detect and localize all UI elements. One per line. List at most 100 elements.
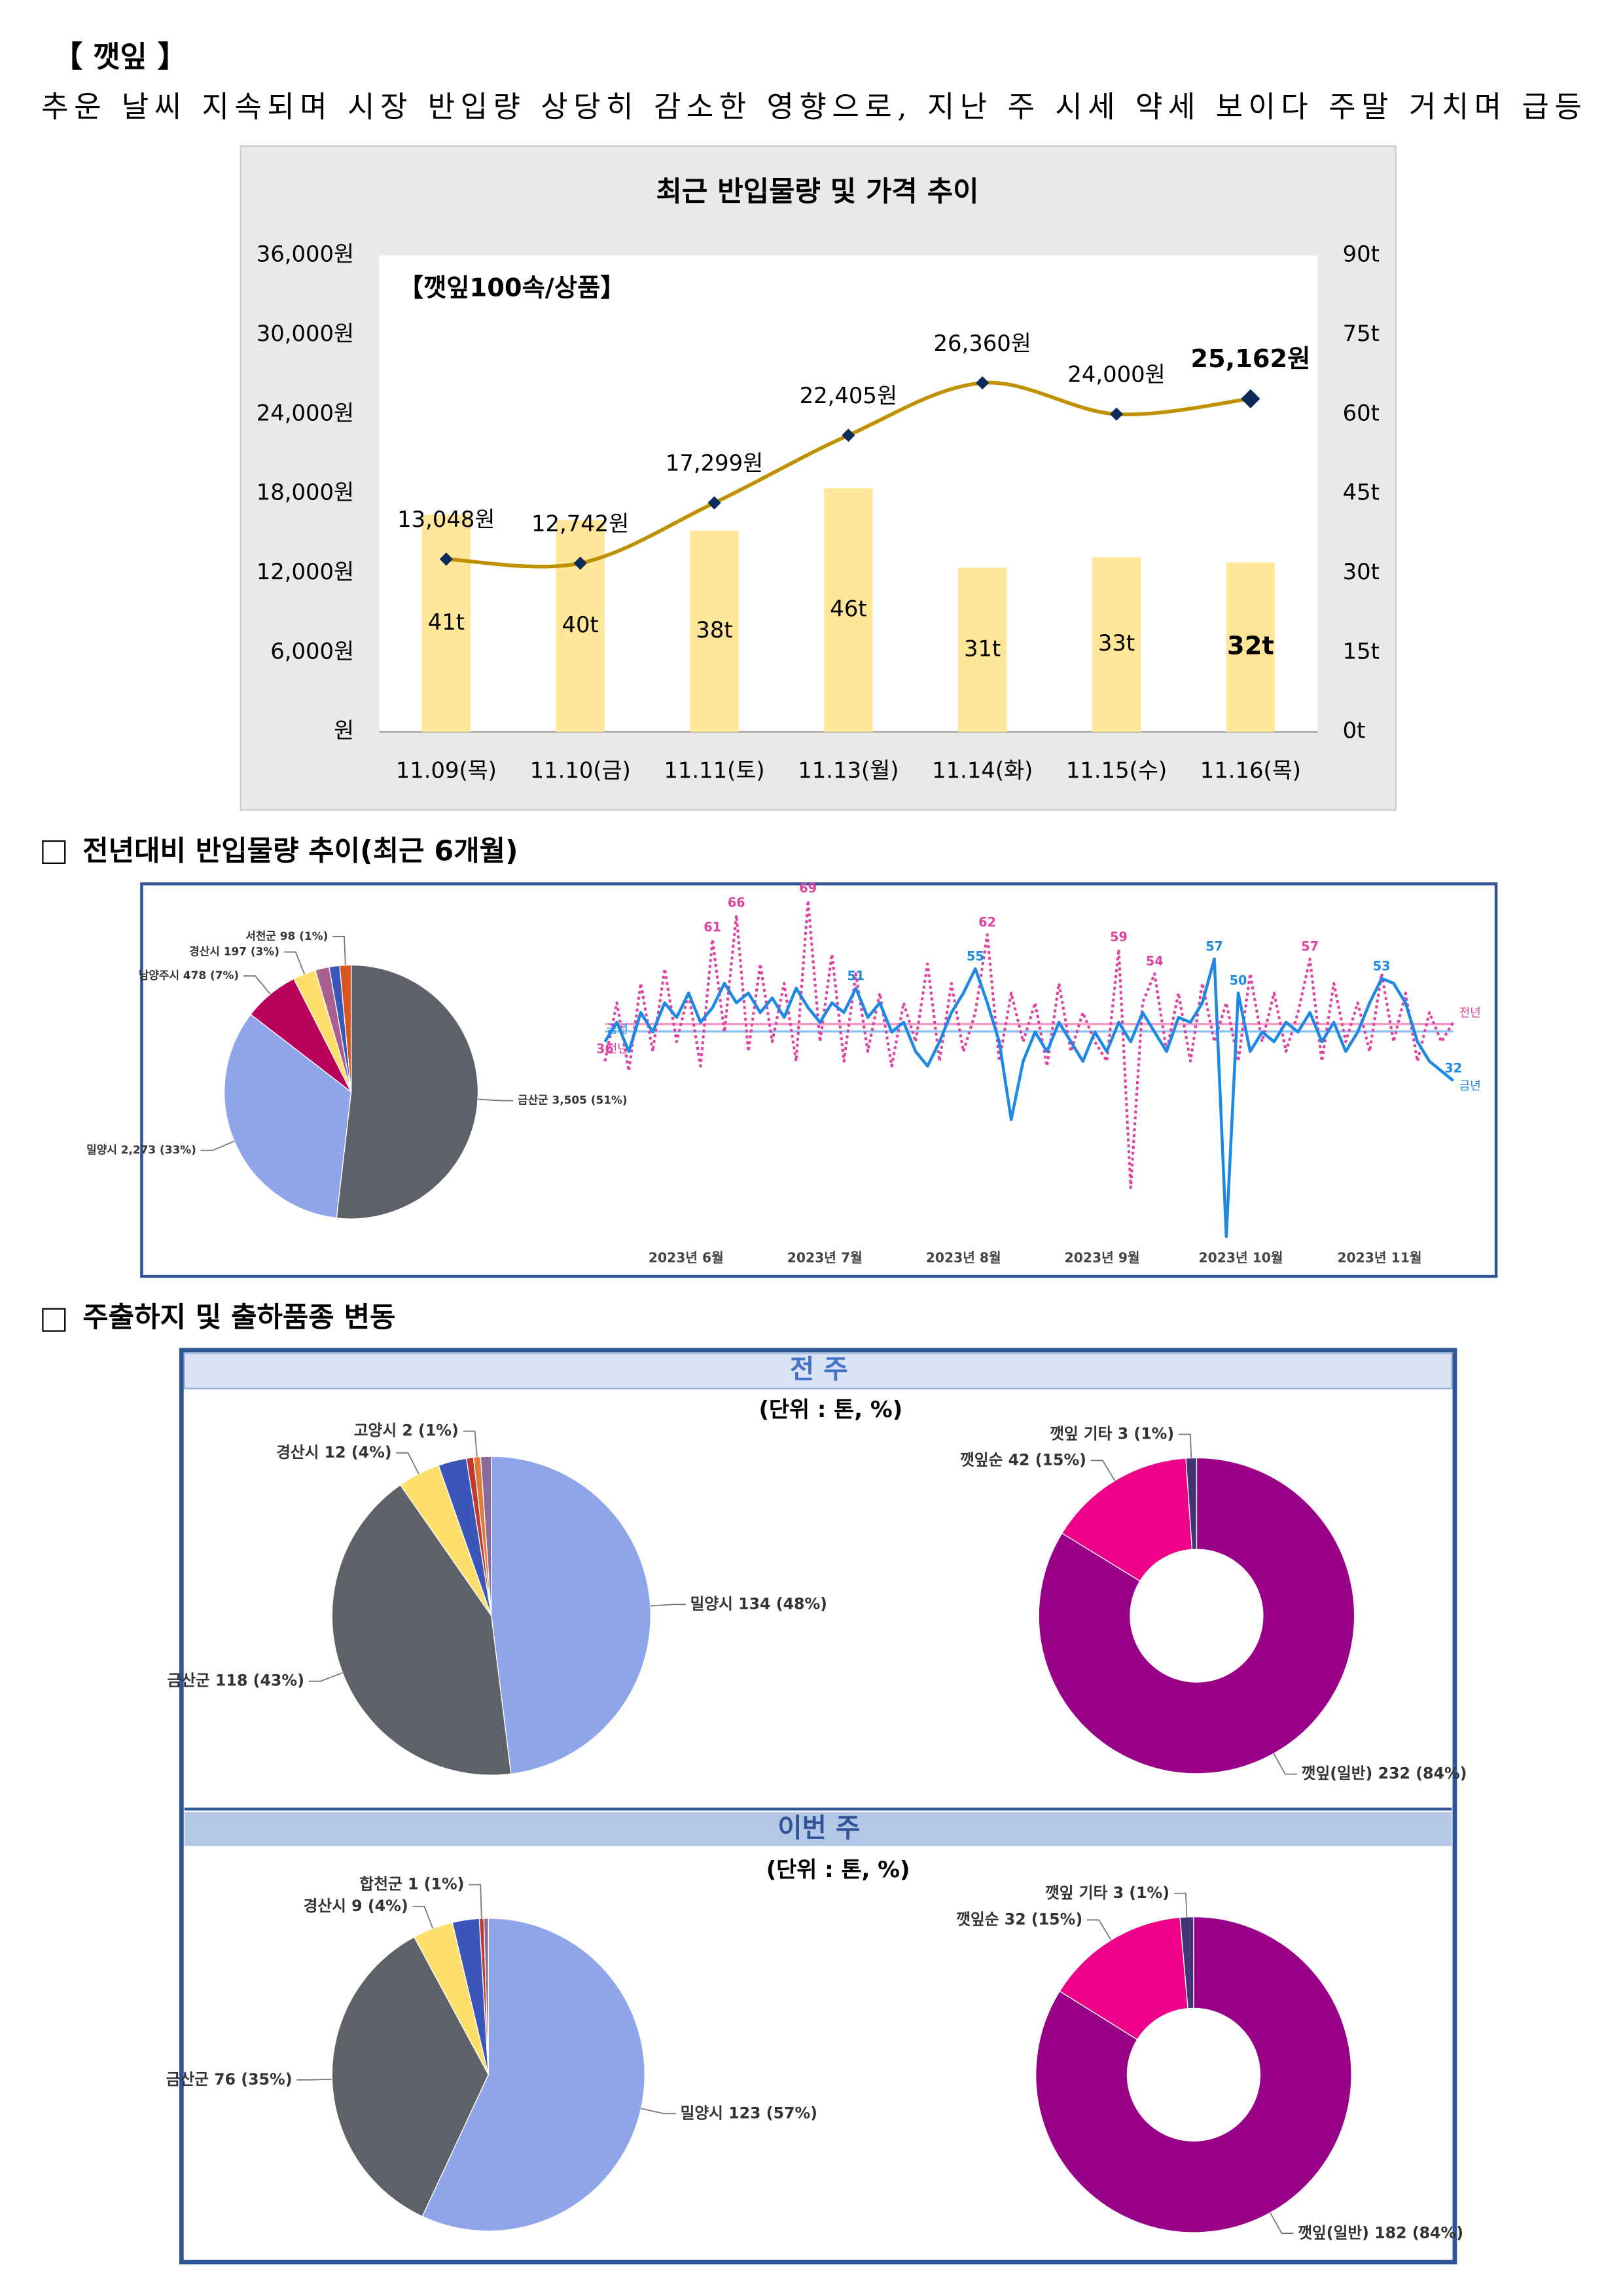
x-tick-label: 2023년 8월 [926, 1250, 1001, 1266]
leader-line [200, 1140, 235, 1151]
leader-line [1173, 1892, 1188, 1917]
slice-label: 깻잎 기타 3 (1%) [1050, 1424, 1174, 1443]
slice-value: 9 (4%) [351, 1896, 408, 1914]
slice [1061, 1458, 1193, 1582]
bar [1092, 557, 1141, 732]
leader-line [1178, 1433, 1192, 1458]
slice-value: 197 (3%) [224, 945, 279, 958]
slice-name: 깻잎순 [960, 1450, 1003, 1469]
slice-value: 32 (15%) [1005, 1910, 1082, 1928]
bar [1226, 562, 1275, 732]
slice-value: 182 (84%) [1374, 2223, 1463, 2242]
slice-value: 3,505 (51%) [552, 1094, 627, 1107]
summary: 추운 날씨 지속되며 시장 반입량 상당히 감소한 영향으로, 지난 주 시세 … [41, 89, 1582, 124]
slice-name: 서천군 [245, 929, 276, 942]
y-tick-label: 18,000원 [257, 480, 354, 505]
marker [1109, 407, 1124, 421]
x-tick-label: 2023년 6월 [649, 1250, 724, 1266]
slice-name: 밀양시 [690, 1594, 733, 1613]
bar [690, 530, 739, 732]
bar-label: 33t [1098, 630, 1135, 656]
leader-line [469, 1884, 482, 1919]
slice-name: 깻잎 기타 [1045, 1883, 1108, 1901]
bar [421, 514, 471, 732]
leader-line [396, 1452, 419, 1475]
series-name: 금년 [1459, 1079, 1481, 1093]
bar-label: 38t [696, 617, 732, 643]
y2-tick-label: 60t [1343, 400, 1380, 425]
point-label: 25,162원 [1190, 344, 1310, 374]
bar-label: 31t [964, 636, 1001, 661]
x-tick-label: 11.13(월) [798, 758, 899, 783]
bar-label: 32t [1227, 631, 1274, 660]
point-label: 17,299원 [666, 450, 763, 476]
slice-name: 남양주시 [139, 969, 179, 982]
leader-line [332, 936, 346, 965]
slice-name: 밀양시 [681, 2104, 723, 2122]
marker [439, 552, 453, 566]
slice-label: 밀양시 2,273 (33%) [86, 1143, 196, 1157]
trend-line [603, 957, 1455, 1238]
slice-value: 3 (1%) [1113, 1883, 1169, 1901]
slice-label: 깻잎(일반) 182 (84%) [1298, 2223, 1463, 2242]
x-tick-label: 11.15(수) [1066, 758, 1167, 783]
slice-value: 478 (7%) [183, 969, 239, 982]
x-tick-label: 11.11(토) [664, 758, 764, 783]
marker [842, 428, 855, 442]
point-label: 59 [1110, 929, 1128, 944]
bar-label: 40t [562, 612, 599, 637]
slice-name: 경산시 [276, 1443, 319, 1461]
unit-label: (단위 : 톤, %) [758, 1397, 902, 1422]
marker [976, 376, 990, 390]
x-tick-label: 11.10(금) [530, 758, 631, 783]
point-label: 12,742원 [531, 511, 629, 536]
slice-label: 금산군 118 (43%) [168, 1671, 304, 1689]
slice-value: 42 (15%) [1008, 1450, 1086, 1469]
slice-value: 2 (1%) [402, 1421, 458, 1439]
leader-line [243, 975, 271, 995]
series-name: 금년 [607, 1023, 628, 1037]
slice [1035, 1916, 1352, 2233]
slice [1059, 1916, 1188, 2041]
point-label: 57 [1301, 939, 1319, 954]
panel-title: 이번 주 [777, 1812, 860, 1844]
leader-line [463, 1430, 478, 1458]
slice [421, 1918, 645, 2232]
panel-header [183, 1352, 1453, 1390]
slice-name: 깻잎순 [956, 1910, 999, 1928]
y2-tick-label: 15t [1343, 638, 1380, 664]
point-label: 55 [967, 949, 984, 964]
point-label: 54 [1146, 954, 1164, 969]
bar [824, 488, 873, 732]
slice-value: 2,273 (33%) [121, 1143, 196, 1157]
slice [1185, 1457, 1198, 1551]
point-label: 53 [1373, 958, 1391, 973]
slice-name: 경산시 [189, 945, 220, 958]
chart-title: 최근 반입물량 및 가격 추이 [656, 175, 978, 208]
slice-name: 깻잎(일반) [1302, 1764, 1373, 1782]
point-label: 62 [978, 914, 996, 929]
point-label: 22,405원 [800, 383, 897, 408]
slice-value: 134 (48%) [738, 1594, 827, 1613]
slice-label: 경산시 12 (4%) [276, 1443, 391, 1461]
y2-tick-label: 30t [1343, 559, 1380, 584]
slice [336, 964, 479, 1219]
y2-tick-label: 90t [1343, 242, 1380, 267]
x-tick-label: 2023년 7월 [787, 1250, 863, 1266]
leader-line [296, 2078, 332, 2081]
slice-name: 밀양시 [86, 1143, 117, 1157]
slice-value: 123 (57%) [728, 2104, 817, 2122]
slice-value: 3 (1%) [1118, 1424, 1174, 1443]
slice [491, 1456, 651, 1775]
bar [556, 520, 605, 732]
doc-title: 【 깻잎 】 [53, 39, 187, 74]
y-tick-label: 36,000원 [257, 242, 354, 267]
leader-line [1090, 1460, 1116, 1481]
section-heading: 주출하지 및 출하품종 변동 [82, 1301, 395, 1334]
y2-tick-label: 75t [1343, 321, 1380, 346]
slice [224, 1013, 352, 1219]
slice-label: 깻잎순 42 (15%) [960, 1450, 1086, 1469]
slice-label: 밀양시 134 (48%) [690, 1594, 827, 1613]
checkbox [42, 840, 66, 865]
slice-label: 남양주시 478 (7%) [139, 969, 239, 982]
